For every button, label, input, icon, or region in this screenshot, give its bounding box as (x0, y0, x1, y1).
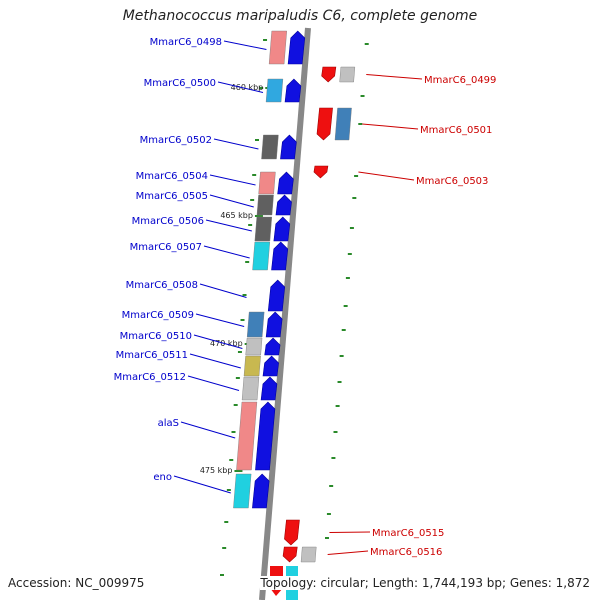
forward-gene-arrow (277, 171, 294, 195)
forward-gene-leader (209, 174, 256, 186)
cog-block (339, 66, 356, 83)
forward-gene-label: MmarC6_0509 (122, 310, 194, 321)
cog-block (233, 473, 252, 509)
cog-block (243, 355, 261, 377)
forward-gene-label: MmarC6_0502 (140, 135, 212, 146)
ruler-label: 470 kbp (210, 339, 243, 348)
forward-gene-arrow (267, 279, 286, 312)
forward-gene-label: MmarC6_0504 (136, 171, 208, 182)
reverse-gene-label: MmarC6_0503 (416, 176, 488, 187)
reverse-gene-label: MmarC6_0516 (370, 547, 442, 558)
cog-block (300, 546, 317, 563)
reverse-gene-leader (327, 550, 369, 555)
forward-gene-arrow (280, 134, 297, 160)
cog-block (252, 241, 271, 271)
forward-gene-arrow (284, 78, 302, 103)
cog-block (258, 171, 276, 195)
forward-gene-leader (189, 353, 241, 369)
forward-gene-leader (223, 40, 267, 50)
reverse-gene-arrow (313, 165, 329, 179)
map-title: Methanococcus maripaludis C6, complete g… (122, 8, 478, 24)
forward-gene-label: MmarC6_0512 (114, 372, 186, 383)
ruler-label: 475 kbp (200, 466, 233, 475)
cog-block (265, 78, 284, 103)
ruler-label: 465 kbp (220, 211, 253, 220)
forward-gene-arrow (264, 337, 281, 356)
forward-gene-label: MmarC6_0510 (120, 331, 192, 342)
cog-block (268, 30, 287, 65)
forward-gene-label: MmarC6_0506 (132, 216, 204, 227)
reverse-gene-leader (358, 171, 415, 181)
forward-gene-label: MmarC6_0507 (130, 242, 202, 253)
reverse-gene-leader (366, 74, 423, 80)
forward-gene-leader (209, 194, 254, 208)
forward-gene-label: alaS (158, 418, 179, 429)
forward-gene-label: MmarC6_0498 (150, 37, 222, 48)
forward-gene-leader (193, 334, 243, 349)
forward-gene-arrow (255, 401, 276, 471)
forward-gene-arrow (265, 311, 283, 338)
genome-summary: Topology: circular; Length: 1,744,193 bp… (260, 576, 590, 590)
forward-gene-arrow (275, 194, 292, 216)
reverse-gene-arrow (284, 519, 300, 546)
reverse-gene-label: MmarC6_0501 (420, 125, 492, 136)
accession-label: Accession: NC_009975 (8, 576, 145, 590)
forward-gene-leader (195, 313, 245, 327)
forward-gene-label: MmarC6_0500 (144, 78, 216, 89)
cog-block (334, 107, 352, 141)
forward-gene-arrow (271, 241, 289, 271)
reverse-gene-leader (362, 123, 419, 130)
reverse-gene-arrow (282, 546, 298, 563)
reverse-gene-arrow (316, 107, 333, 141)
forward-gene-arrow (287, 30, 306, 65)
reverse-gene-label: MmarC6_0515 (372, 528, 444, 539)
ruler-label: 460 kbp (231, 83, 264, 92)
forward-gene-label: MmarC6_0511 (116, 350, 188, 361)
forward-gene-leader (217, 81, 264, 93)
cog-block (256, 194, 274, 216)
cog-block (241, 376, 260, 401)
forward-gene-leader (180, 421, 236, 439)
cog-block (236, 401, 258, 471)
forward-gene-label: eno (153, 472, 172, 483)
forward-gene-leader (205, 219, 252, 232)
cog-block (261, 134, 279, 160)
reverse-gene-leader (329, 531, 371, 533)
forward-gene-arrow (273, 216, 291, 242)
forward-gene-label: MmarC6_0508 (126, 280, 198, 291)
forward-gene-label: MmarC6_0505 (136, 191, 208, 202)
forward-gene-leader (213, 138, 259, 150)
reverse-gene-label: MmarC6_0499 (424, 75, 496, 86)
forward-gene-arrow (260, 376, 278, 401)
genome-backbone (259, 27, 311, 600)
forward-gene-leader (173, 475, 231, 494)
reverse-gene-arrow (321, 66, 337, 83)
cog-block (246, 311, 265, 338)
forward-gene-leader (203, 245, 250, 259)
forward-gene-leader (199, 283, 247, 298)
forward-gene-arrow (262, 355, 279, 377)
forward-gene-leader (187, 375, 240, 391)
cog-block (245, 337, 263, 356)
cog-block (254, 216, 273, 242)
forward-gene-arrow (252, 473, 270, 509)
